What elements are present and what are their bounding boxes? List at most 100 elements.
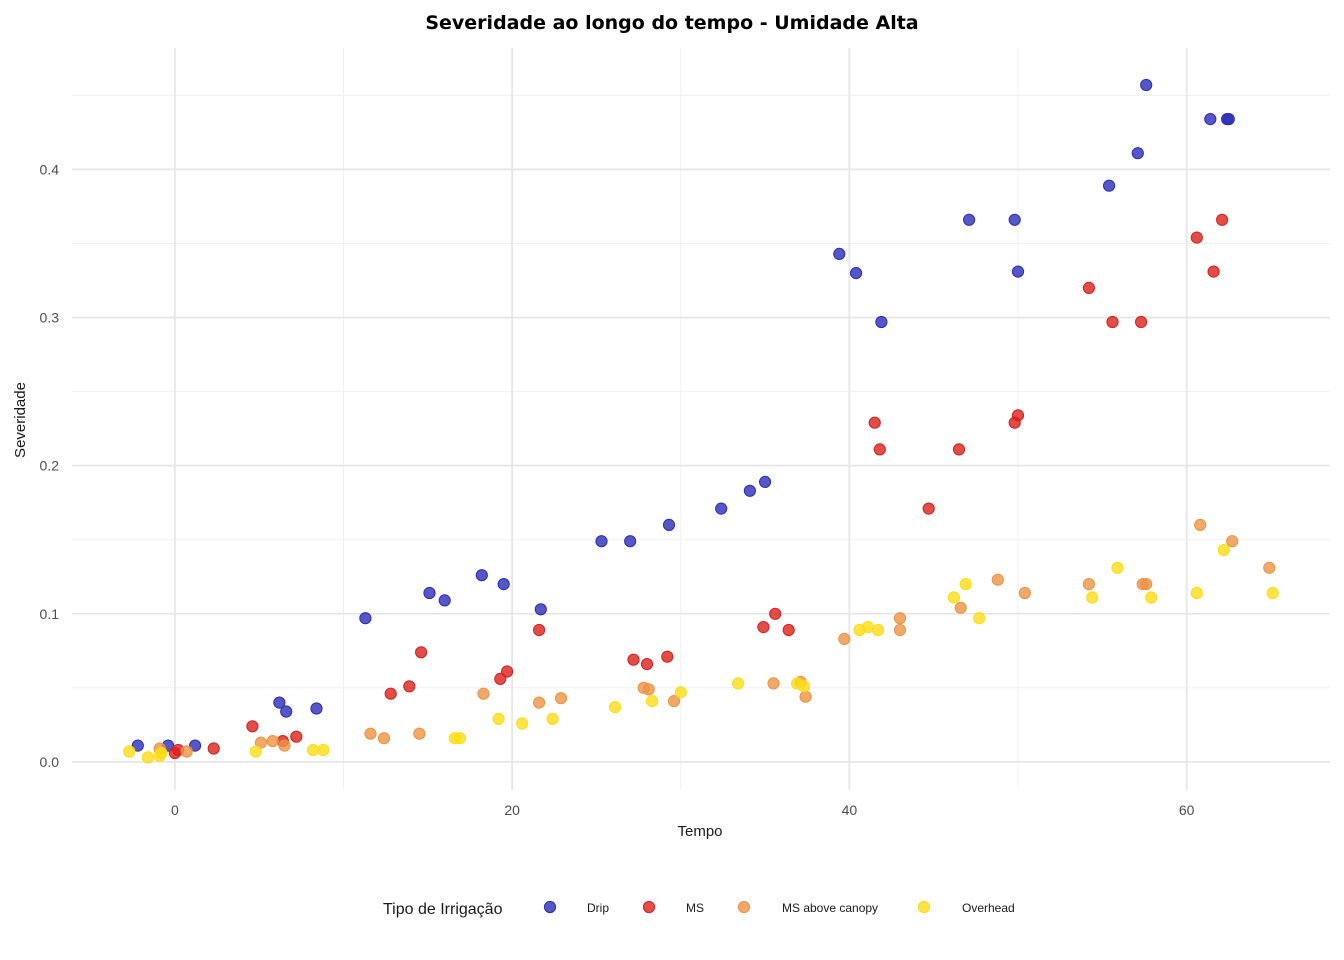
data-point	[1011, 409, 1025, 422]
x-tick-label: 20	[504, 802, 520, 818]
data-point	[180, 745, 193, 758]
data-point	[249, 745, 262, 758]
data-point	[769, 607, 782, 620]
data-point	[1018, 586, 1031, 600]
legend: Tipo de Irrigação Drip MS MS above canopy O…	[383, 900, 1015, 918]
data-point	[838, 632, 851, 646]
x-axis-ticks: 0 20 40 60	[171, 802, 1195, 818]
data-point	[153, 749, 166, 763]
data-points	[123, 78, 1279, 764]
series-drip	[131, 78, 1235, 752]
data-point	[861, 621, 875, 634]
data-point	[554, 692, 568, 705]
data-point	[310, 702, 323, 715]
data-point	[1266, 586, 1279, 600]
legend-swatch	[642, 900, 656, 914]
data-point	[533, 623, 546, 637]
data-point	[546, 712, 559, 726]
data-point	[646, 695, 659, 708]
x-axis-label: Tempo	[677, 823, 722, 840]
data-point	[799, 690, 812, 703]
data-point	[317, 743, 330, 757]
data-point	[1135, 315, 1148, 329]
data-point	[667, 695, 681, 708]
data-point	[1222, 113, 1235, 126]
data-point	[1190, 231, 1203, 244]
data-point	[359, 612, 372, 625]
data-point	[501, 665, 514, 678]
data-point	[759, 475, 772, 488]
data-point	[533, 696, 546, 709]
data-point	[662, 518, 676, 532]
chart-title: Severidade ao longo do tempo - Umidade A…	[425, 12, 918, 34]
data-point	[1194, 518, 1207, 532]
legend-swatch	[543, 900, 557, 914]
data-point	[743, 484, 757, 497]
y-tick-label: 0.3	[40, 310, 60, 326]
data-point	[1217, 544, 1230, 557]
data-point	[642, 683, 655, 696]
data-point	[423, 586, 436, 600]
data-point	[207, 742, 220, 755]
data-point	[875, 315, 888, 329]
y-axis-ticks: 0.0 0.1 0.2 0.3 0.4	[40, 161, 60, 769]
data-point	[364, 727, 377, 740]
data-point	[1145, 591, 1158, 604]
data-point	[1140, 78, 1153, 92]
data-point	[534, 603, 547, 616]
data-point	[438, 594, 451, 607]
data-point	[952, 443, 966, 456]
data-point	[497, 578, 510, 591]
data-point	[715, 502, 728, 515]
data-point	[595, 535, 608, 548]
grid	[72, 48, 1330, 790]
data-point	[290, 730, 303, 743]
data-point	[947, 591, 961, 604]
data-point	[1008, 213, 1021, 226]
data-point	[1011, 265, 1025, 278]
data-point	[189, 739, 202, 752]
y-tick-label: 0.0	[40, 754, 60, 770]
data-point	[273, 696, 286, 709]
data-point	[1263, 561, 1276, 574]
data-point	[973, 612, 986, 625]
data-point	[797, 680, 811, 693]
y-tick-label: 0.1	[40, 606, 60, 622]
data-point	[627, 653, 640, 666]
data-point	[415, 646, 428, 659]
legend-title: Tipo de Irrigação	[383, 901, 503, 918]
y-tick-label: 0.4	[40, 161, 60, 177]
data-point	[661, 650, 674, 663]
legend-label: MS above canopy	[782, 901, 878, 915]
data-point	[963, 213, 976, 226]
data-point	[1207, 265, 1220, 278]
data-point	[674, 686, 687, 699]
x-tick-label: 40	[842, 802, 858, 818]
data-point	[477, 687, 490, 700]
data-point	[757, 621, 770, 634]
data-point	[850, 267, 863, 280]
legend-item: Drip	[543, 900, 609, 915]
y-tick-label: 0.2	[40, 458, 60, 474]
data-point	[893, 612, 907, 625]
data-point	[640, 658, 654, 671]
data-point	[123, 745, 136, 758]
series-ms-above-canopy	[153, 518, 1276, 758]
data-point	[624, 535, 637, 548]
data-point	[266, 735, 279, 748]
legend-item: MS above canopy	[737, 900, 878, 915]
data-point	[959, 578, 972, 591]
data-point	[131, 739, 144, 752]
data-point	[141, 751, 154, 764]
data-point	[1131, 147, 1144, 160]
data-point	[1103, 179, 1116, 192]
series-overhead	[123, 544, 1279, 764]
data-point	[1190, 586, 1203, 600]
data-point	[413, 727, 426, 740]
data-point	[1082, 578, 1096, 591]
data-point	[608, 701, 622, 714]
data-point	[516, 717, 529, 730]
legend-label: Overhead	[962, 901, 1015, 915]
